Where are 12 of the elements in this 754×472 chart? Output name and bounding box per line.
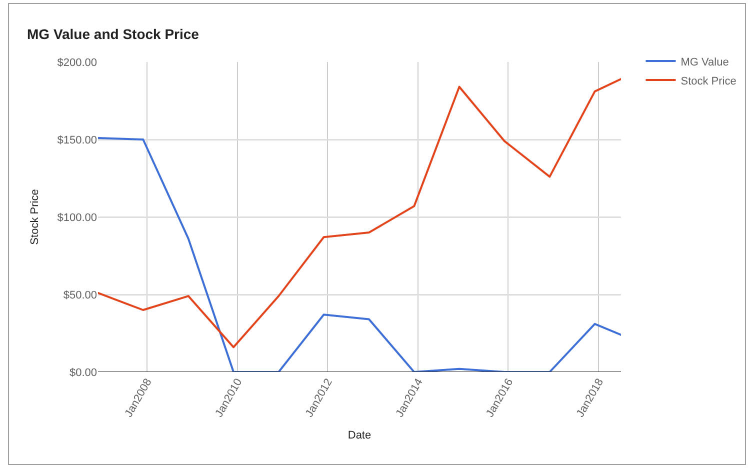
x-axis-title: Date <box>348 430 372 442</box>
y-axis-title: Stock Price <box>28 189 41 245</box>
line-series <box>98 136 621 372</box>
legend-label: Stock Price <box>680 75 736 88</box>
y-tick-label: $0.00 <box>69 366 97 379</box>
y-tick-label: $150.00 <box>57 134 97 146</box>
line-series <box>98 78 621 348</box>
y-tick-label: $100.00 <box>57 212 97 224</box>
y-tick-label: $50.00 <box>63 289 97 302</box>
y-tick-label: $200.00 <box>57 56 97 69</box>
legend-label: MG Value <box>680 56 729 68</box>
chart-title: MG Value and Stock Price <box>27 26 200 42</box>
